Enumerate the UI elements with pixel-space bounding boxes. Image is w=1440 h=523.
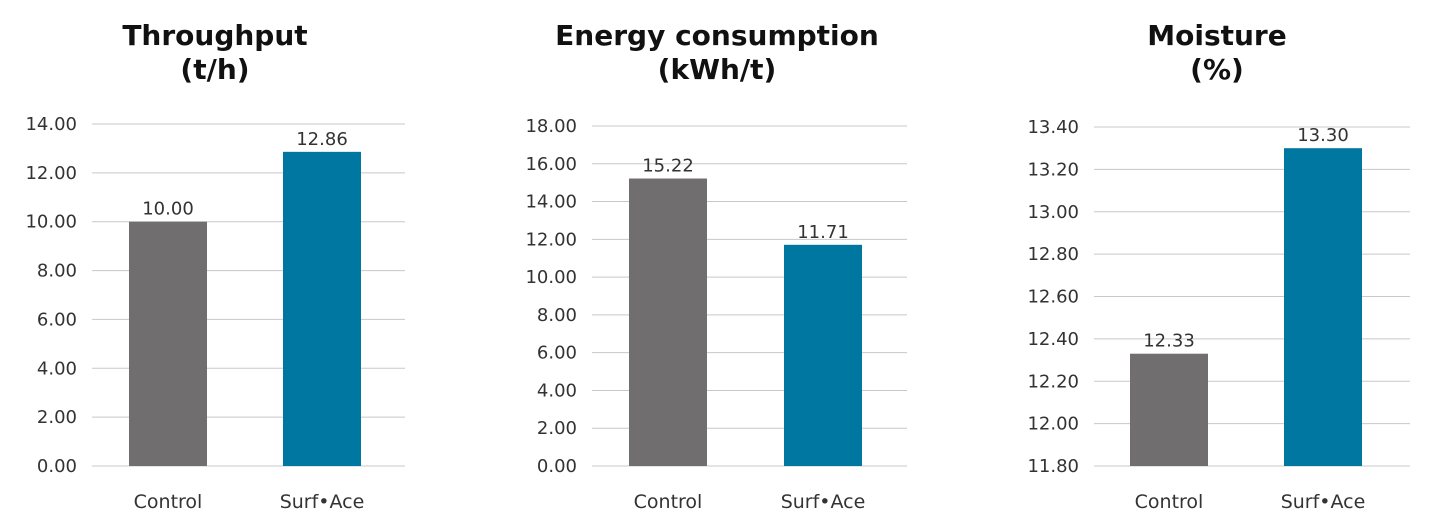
y-tick-label: 12.00 xyxy=(1027,414,1079,435)
chart-title: Throughput (t/h) xyxy=(0,19,430,87)
y-tick-label: 8.00 xyxy=(37,261,77,282)
data-label: 12.86 xyxy=(296,129,348,150)
bar-control xyxy=(1130,353,1208,466)
y-tick-label: 12.20 xyxy=(1027,371,1079,392)
y-tick-label: 4.00 xyxy=(37,358,77,379)
bar-control xyxy=(629,178,707,466)
chart-title-main: Throughput xyxy=(122,19,308,52)
chart-panel-moisture: Moisture (%) 11.80 12.00 12.20 12.40 12.60 12… xyxy=(980,0,1440,523)
chart-panel-energy: Energy consumption (kWh/t) 0.00 2.00 4.00 6… xyxy=(480,0,950,523)
y-tick-label: 8.00 xyxy=(537,305,577,326)
y-tick-label: 12.40 xyxy=(1027,329,1079,350)
y-tick-label: 2.00 xyxy=(37,407,77,428)
y-tick-label: 10.00 xyxy=(525,267,577,288)
y-tick-label: 12.00 xyxy=(25,163,77,184)
y-tick-label: 12.00 xyxy=(525,229,577,250)
y-tick-label: 12.60 xyxy=(1027,287,1079,308)
y-tick-label: 14.00 xyxy=(25,114,77,135)
chart-title-unit: (%) xyxy=(1190,53,1244,86)
y-tick-label: 13.00 xyxy=(1027,202,1079,223)
x-category-label: Surf•Ace xyxy=(781,491,866,513)
x-category-label: Surf•Ace xyxy=(1281,491,1366,513)
x-category-label: Control xyxy=(134,491,203,513)
y-tick-label: 11.80 xyxy=(1027,456,1079,477)
bar-surface xyxy=(1284,148,1362,466)
chart-panel-throughput: Throughput (t/h) 0.00 2.00 4.00 6.00 8.00 10.… xyxy=(0,0,470,523)
chart-title-main: Moisture xyxy=(1147,19,1287,52)
chart-title-unit: (t/h) xyxy=(180,53,250,86)
y-tick-label: 14.00 xyxy=(525,192,577,213)
bar-chart-svg: 0.00 2.00 4.00 6.00 8.00 10.00 12.00 14.00 10.00… xyxy=(25,114,405,513)
chart-title: Energy consumption (kWh/t) xyxy=(480,19,954,87)
y-tick-label: 0.00 xyxy=(37,456,77,477)
chart-title-main: Energy consumption xyxy=(555,19,879,52)
y-tick-label: 0.00 xyxy=(537,456,577,477)
y-tick-label: 16.00 xyxy=(525,154,577,175)
bar-surface xyxy=(283,151,361,466)
data-label: 10.00 xyxy=(142,199,194,220)
data-label: 12.33 xyxy=(1143,331,1195,352)
y-tick-label: 10.00 xyxy=(25,212,77,233)
y-tick-label: 4.00 xyxy=(537,380,577,401)
y-tick-label: 13.20 xyxy=(1027,159,1079,180)
x-category-label: Control xyxy=(1135,491,1204,513)
chart-title-unit: (kWh/t) xyxy=(657,53,777,86)
data-label: 11.71 xyxy=(797,222,849,243)
y-tick-label: 12.80 xyxy=(1027,244,1079,265)
y-tick-label: 18.00 xyxy=(525,116,577,137)
y-tick-label: 6.00 xyxy=(37,309,77,330)
y-tick-label: 2.00 xyxy=(537,418,577,439)
y-tick-label: 13.40 xyxy=(1027,117,1079,138)
bar-chart-svg: 0.00 2.00 4.00 6.00 8.00 10.00 12.00 14.00 16.00… xyxy=(525,116,907,513)
bar-chart-svg: 11.80 12.00 12.20 12.40 12.60 12.80 13.00 13.20… xyxy=(1027,117,1410,513)
data-label: 15.22 xyxy=(642,156,694,177)
x-category-label: Surf•Ace xyxy=(280,491,365,513)
data-label: 13.30 xyxy=(1297,125,1349,146)
x-category-label: Control xyxy=(634,491,703,513)
bar-surface xyxy=(784,244,862,466)
bar-control xyxy=(129,221,207,466)
y-tick-label: 6.00 xyxy=(537,343,577,364)
chart-title: Moisture (%) xyxy=(980,19,1440,87)
